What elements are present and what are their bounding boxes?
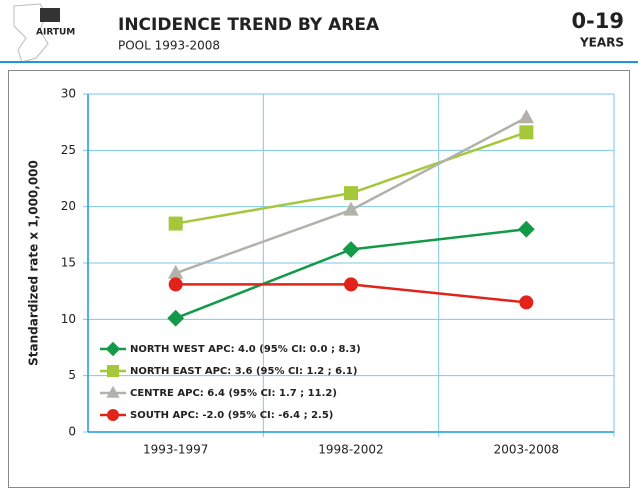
y-tick-label: 30 [61, 87, 76, 101]
y-tick-label: 10 [61, 312, 76, 326]
y-tick-label: 20 [61, 199, 76, 213]
y-tick-label: 25 [61, 143, 76, 157]
marker [105, 341, 121, 357]
marker [107, 365, 119, 377]
marker [342, 241, 360, 258]
marker [168, 216, 183, 231]
marker [343, 201, 359, 216]
marker [344, 186, 358, 201]
marker [344, 277, 358, 292]
x-tick-label: 1993-1997 [143, 443, 208, 457]
marker [519, 295, 534, 310]
marker [106, 385, 120, 398]
legend-label: NORTH WEST APC: 4.0 (95% CI: 0.0 ; 8.3) [130, 344, 361, 355]
marker [517, 220, 535, 238]
age-unit: YEARS [579, 36, 624, 50]
y-tick-label: 0 [68, 425, 76, 439]
marker [519, 125, 534, 140]
y-tick-label: 5 [68, 368, 76, 382]
marker [518, 109, 535, 124]
marker [168, 277, 183, 292]
chart-frame [8, 70, 630, 488]
marker [167, 309, 185, 327]
legend-label: NORTH EAST APC: 3.6 (95% CI: 1.2 ; 6.1) [130, 366, 357, 377]
marker [107, 409, 119, 421]
logo-monitor [40, 8, 60, 22]
subtitle: POOL 1993-2008 [118, 39, 220, 53]
x-tick-label: 1998-2002 [318, 443, 383, 457]
y-axis-label: Standardized rate x 1,000,000 [27, 160, 41, 366]
logo: AIRTUM [36, 28, 75, 38]
title: INCIDENCE TREND BY AREA [118, 15, 380, 35]
age: 0-19 [571, 9, 624, 33]
x-tick-label: 2003-2008 [494, 443, 559, 457]
legend-label: CENTRE APC: 6.4 (95% CI: 1.7 ; 11.2) [130, 388, 337, 399]
legend-label: SOUTH APC: -2.0 (95% CI: -6.4 ; 2.5) [130, 410, 333, 421]
marker [167, 264, 184, 279]
y-tick-label: 15 [61, 256, 76, 270]
